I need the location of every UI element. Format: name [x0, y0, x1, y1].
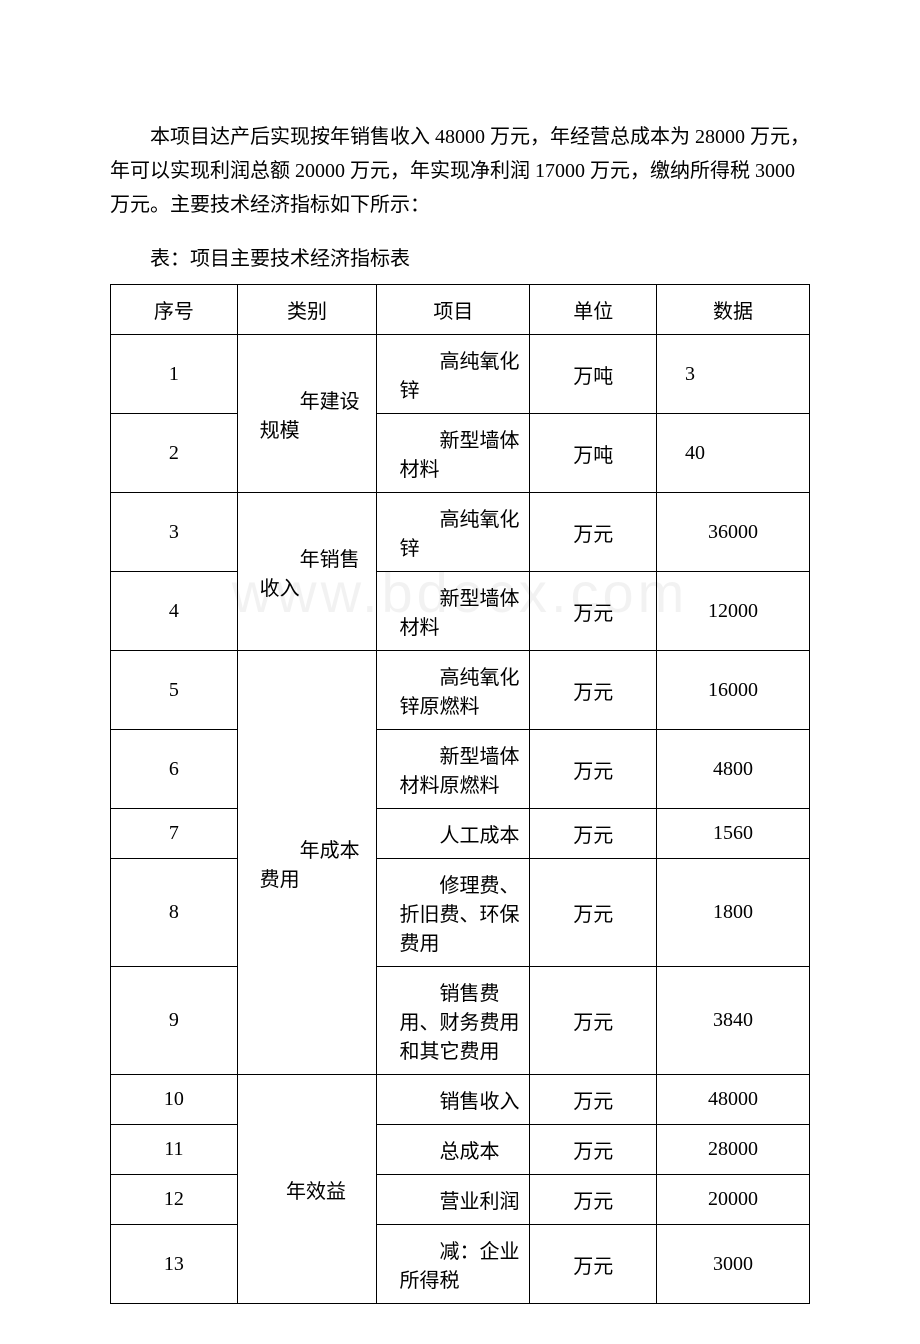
- cell-unit: 万元: [530, 651, 657, 730]
- cell-item: 高纯氧化锌: [377, 493, 530, 572]
- cell-data: 3840: [657, 967, 810, 1075]
- table-row: 6 新型墙体材料原燃料 万元 4800: [111, 730, 810, 809]
- cell-num: 1: [111, 335, 238, 414]
- cell-item: 新型墙体材料原燃料: [377, 730, 530, 809]
- header-category: 类别: [237, 285, 377, 335]
- cell-num: 7: [111, 809, 238, 859]
- cell-data: 36000: [657, 493, 810, 572]
- indicators-table: 序号 类别 项目 单位 数据 1 年建设规模 高纯氧化锌 万吨 3 2 新型墙体…: [110, 284, 810, 1304]
- cell-data: 1800: [657, 859, 810, 967]
- cell-category: 年建设规模: [237, 335, 377, 493]
- cell-unit: 万元: [530, 967, 657, 1075]
- document-page: www.bdocx.com 本项目达产后实现按年销售收入 48000 万元，年经…: [0, 0, 920, 1344]
- header-unit: 单位: [530, 285, 657, 335]
- cell-unit: 万元: [530, 730, 657, 809]
- cell-num: 6: [111, 730, 238, 809]
- cell-unit: 万元: [530, 809, 657, 859]
- table-row: 10 年效益 销售收入 万元 48000: [111, 1075, 810, 1125]
- table-row: 7 人工成本 万元 1560: [111, 809, 810, 859]
- cell-num: 9: [111, 967, 238, 1075]
- cell-item: 销售费用、财务费用和其它费用: [377, 967, 530, 1075]
- cell-num: 8: [111, 859, 238, 967]
- cell-item: 减：企业所得税: [377, 1225, 530, 1304]
- cell-data: 3: [657, 335, 810, 414]
- cell-unit: 万元: [530, 1175, 657, 1225]
- cell-item: 营业利润: [377, 1175, 530, 1225]
- cell-num: 13: [111, 1225, 238, 1304]
- cell-item: 新型墙体材料: [377, 572, 530, 651]
- cell-data: 4800: [657, 730, 810, 809]
- cell-item: 销售收入: [377, 1075, 530, 1125]
- cell-item: 人工成本: [377, 809, 530, 859]
- table-row: 5 年成本费用 高纯氧化锌原燃料 万元 16000: [111, 651, 810, 730]
- cell-unit: 万元: [530, 1225, 657, 1304]
- cell-data: 48000: [657, 1075, 810, 1125]
- cell-item: 高纯氧化锌原燃料: [377, 651, 530, 730]
- cell-data: 28000: [657, 1125, 810, 1175]
- table-row: 13 减：企业所得税 万元 3000: [111, 1225, 810, 1304]
- header-data: 数据: [657, 285, 810, 335]
- table-row: 8 修理费、折旧费、环保费用 万元 1800: [111, 859, 810, 967]
- cell-data: 20000: [657, 1175, 810, 1225]
- table-row: 2 新型墙体材料 万吨 40: [111, 414, 810, 493]
- table-row: 11 总成本 万元 28000: [111, 1125, 810, 1175]
- cell-data: 40: [657, 414, 810, 493]
- cell-data: 1560: [657, 809, 810, 859]
- cell-item: 修理费、折旧费、环保费用: [377, 859, 530, 967]
- table-row: 1 年建设规模 高纯氧化锌 万吨 3: [111, 335, 810, 414]
- table-row: 9 销售费用、财务费用和其它费用 万元 3840: [111, 967, 810, 1075]
- table-caption: 表：项目主要技术经济指标表: [110, 242, 810, 276]
- cell-data: 3000: [657, 1225, 810, 1304]
- table-row: 4 新型墙体材料 万元 12000: [111, 572, 810, 651]
- cell-unit: 万吨: [530, 414, 657, 493]
- cell-unit: 万元: [530, 493, 657, 572]
- cell-category: 年成本费用: [237, 651, 377, 1075]
- header-num: 序号: [111, 285, 238, 335]
- cell-num: 12: [111, 1175, 238, 1225]
- cell-unit: 万吨: [530, 335, 657, 414]
- cell-category: 年效益: [237, 1075, 377, 1304]
- cell-num: 3: [111, 493, 238, 572]
- cell-num: 5: [111, 651, 238, 730]
- cell-num: 2: [111, 414, 238, 493]
- cell-num: 11: [111, 1125, 238, 1175]
- cell-data: 16000: [657, 651, 810, 730]
- cell-num: 4: [111, 572, 238, 651]
- table-row: 12 营业利润 万元 20000: [111, 1175, 810, 1225]
- table-header-row: 序号 类别 项目 单位 数据: [111, 285, 810, 335]
- table-row: 3 年销售收入 高纯氧化锌 万元 36000: [111, 493, 810, 572]
- cell-unit: 万元: [530, 859, 657, 967]
- cell-unit: 万元: [530, 572, 657, 651]
- cell-unit: 万元: [530, 1125, 657, 1175]
- cell-category: 年销售收入: [237, 493, 377, 651]
- intro-paragraph: 本项目达产后实现按年销售收入 48000 万元，年经营总成本为 28000 万元…: [110, 120, 810, 222]
- cell-item: 总成本: [377, 1125, 530, 1175]
- cell-item: 高纯氧化锌: [377, 335, 530, 414]
- header-item: 项目: [377, 285, 530, 335]
- cell-item: 新型墙体材料: [377, 414, 530, 493]
- cell-data: 12000: [657, 572, 810, 651]
- cell-unit: 万元: [530, 1075, 657, 1125]
- cell-num: 10: [111, 1075, 238, 1125]
